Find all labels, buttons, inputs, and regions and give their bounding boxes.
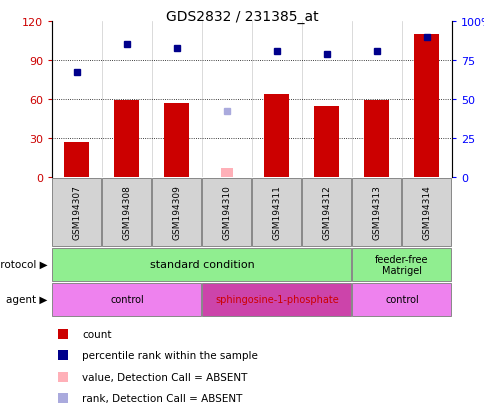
Bar [152, 178, 201, 247]
Bar [414, 35, 439, 178]
Text: feeder-free
Matrigel: feeder-free Matrigel [375, 254, 428, 275]
Bar [221, 169, 232, 178]
Bar [114, 101, 139, 178]
Text: standard condition: standard condition [150, 260, 254, 270]
Bar [52, 178, 101, 247]
Bar [352, 178, 401, 247]
Text: GDS2832 / 231385_at: GDS2832 / 231385_at [166, 10, 318, 24]
Bar [102, 178, 151, 247]
Bar [64, 142, 90, 178]
Text: growth protocol ▶: growth protocol ▶ [0, 260, 47, 270]
Bar [352, 249, 451, 281]
Text: GSM194311: GSM194311 [272, 185, 281, 240]
Text: GSM194309: GSM194309 [172, 185, 181, 240]
Bar [202, 178, 251, 247]
Text: GSM194314: GSM194314 [422, 185, 431, 240]
Bar [52, 284, 201, 316]
Text: rank, Detection Call = ABSENT: rank, Detection Call = ABSENT [82, 393, 242, 403]
Bar [402, 178, 451, 247]
Text: percentile rank within the sample: percentile rank within the sample [82, 351, 258, 361]
Text: GSM194313: GSM194313 [372, 185, 381, 240]
Text: control: control [384, 295, 418, 305]
Text: GSM194307: GSM194307 [72, 185, 81, 240]
Bar [302, 178, 351, 247]
Bar [164, 104, 189, 178]
Text: GSM194312: GSM194312 [322, 185, 331, 240]
Text: control: control [110, 295, 144, 305]
Bar [52, 249, 351, 281]
Bar [314, 106, 339, 178]
Text: GSM194310: GSM194310 [222, 185, 231, 240]
Bar [364, 101, 389, 178]
Bar [352, 284, 451, 316]
Bar [252, 178, 301, 247]
Bar [264, 95, 289, 178]
Text: GSM194308: GSM194308 [122, 185, 131, 240]
Text: value, Detection Call = ABSENT: value, Detection Call = ABSENT [82, 372, 247, 382]
Bar [202, 284, 351, 316]
Text: sphingosine-1-phosphate: sphingosine-1-phosphate [215, 295, 338, 305]
Text: agent ▶: agent ▶ [6, 295, 47, 305]
Text: count: count [82, 330, 112, 339]
